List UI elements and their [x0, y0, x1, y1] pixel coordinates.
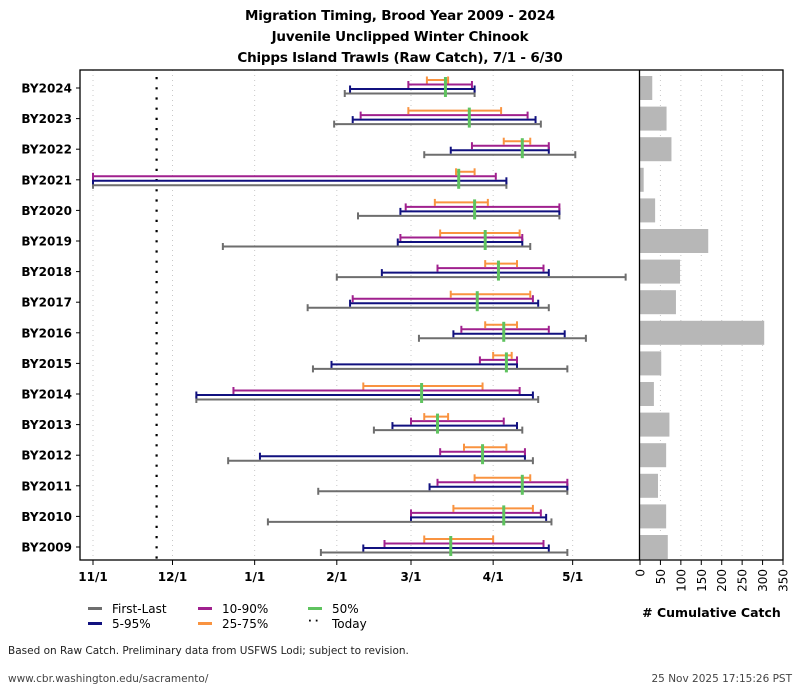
- catch-bar-by2009: [640, 535, 668, 559]
- cumulative-catch-bars: [640, 76, 765, 559]
- legend-label: 10-90%: [222, 602, 269, 616]
- p5-95-swatch: [88, 622, 102, 625]
- x-tick-label: 4/1: [483, 570, 504, 584]
- data-source-note: Based on Raw Catch. Preliminary data fro…: [8, 645, 409, 657]
- y-tick-label: BY2009: [21, 541, 72, 555]
- bar-x-tick-label: 100: [674, 569, 688, 592]
- legend-item-5-95: 5-95%: [88, 617, 151, 632]
- timing-row-by2012: [227, 443, 534, 465]
- axes: BY2024 BY2023 BY2022 BY2021 BY2020 BY2019 BY20…: [21, 69, 791, 620]
- catch-bar-by2012: [640, 443, 667, 468]
- y-tick-label: BY2013: [21, 418, 72, 432]
- timing-row-by2016: [417, 321, 587, 342]
- timing-row-by2011: [317, 474, 569, 495]
- legend-label: Today: [332, 617, 367, 631]
- y-tick-label: BY2011: [21, 479, 72, 493]
- timing-row-by2009: [319, 535, 569, 556]
- legend-item-median: 50%: [308, 602, 359, 617]
- legend-item-first-last: First-Last: [88, 602, 167, 617]
- chart-subtitle: Juvenile Unclipped Winter Chinook: [271, 29, 529, 45]
- chart-subtitle-location: Chipps Island Trawls (Raw Catch), 7/1 - …: [237, 50, 563, 66]
- p25-75-swatch: [198, 622, 212, 625]
- timing-row-by2022: [423, 137, 577, 159]
- bar-x-axis-title: # Cumulative Catch: [642, 605, 781, 620]
- x-tick-label: 3/1: [400, 570, 421, 584]
- bar-x-tick-label: 0: [634, 569, 648, 577]
- catch-bar-by2015: [640, 351, 662, 376]
- legend-label: 5-95%: [112, 617, 151, 631]
- legend-item-25-75: 25-75%: [198, 617, 268, 632]
- bar-x-tick-label: 50: [654, 569, 668, 584]
- catch-bar-by2017: [640, 290, 676, 315]
- y-tick-label: BY2016: [21, 326, 72, 340]
- timing-row-by2020: [357, 198, 561, 220]
- timing-ranges: [92, 76, 627, 556]
- x-tick-label: 11/1: [78, 570, 107, 584]
- catch-bar-by2011: [640, 473, 658, 498]
- timing-row-by2019: [221, 229, 532, 250]
- timing-row-by2013: [372, 413, 524, 434]
- x-tick-label: 2/1: [326, 570, 347, 584]
- timing-row-by2014: [195, 382, 540, 403]
- bar-x-tick-label: 350: [777, 569, 791, 592]
- y-tick-label: BY2017: [21, 296, 72, 310]
- median-swatch: [308, 607, 322, 610]
- catch-bar-by2010: [640, 504, 667, 529]
- bar-x-tick-label: 200: [715, 569, 729, 592]
- catch-bar-by2019: [640, 229, 709, 253]
- y-tick-label: BY2023: [21, 112, 72, 126]
- catch-bar-by2016: [640, 320, 765, 345]
- generated-timestamp: 25 Nov 2025 17:15:26 PST: [651, 673, 793, 685]
- x-tick-label: 1/1: [244, 570, 265, 584]
- timing-row-by2010: [266, 504, 553, 526]
- grid-layer: [92, 70, 784, 560]
- legend-item-today: ·· Today: [308, 616, 367, 632]
- y-tick-label: BY2022: [21, 143, 72, 157]
- legend-item-10-90: 10-90%: [198, 602, 268, 617]
- first-last-swatch: [88, 607, 102, 610]
- y-tick-label: BY2018: [21, 265, 72, 279]
- catch-bar-by2013: [640, 412, 670, 437]
- bar-x-tick-label: 250: [736, 569, 750, 592]
- x-tick-label: 12/1: [158, 570, 187, 584]
- plot-frame: [79, 69, 784, 561]
- timing-row-by2021: [92, 168, 508, 189]
- y-tick-label: BY2019: [21, 235, 72, 249]
- timing-row-by2018: [335, 260, 627, 281]
- catch-bar-by2018: [640, 259, 681, 284]
- timing-row-by2015: [311, 351, 569, 373]
- legend-label: 25-75%: [222, 617, 269, 631]
- catch-bar-by2023: [640, 106, 667, 131]
- y-tick-label: BY2024: [21, 82, 72, 96]
- timing-row-by2017: [306, 290, 550, 312]
- catch-bar-by2020: [640, 198, 656, 223]
- catch-bar-by2022: [640, 137, 672, 162]
- site-url-link[interactable]: www.cbr.washington.edu/sacramento/: [8, 673, 209, 685]
- timing-row-by2023: [333, 107, 542, 128]
- y-tick-label: BY2012: [21, 449, 72, 463]
- y-tick-label: BY2020: [21, 204, 72, 218]
- today-dots-icon: ··: [308, 616, 322, 627]
- catch-bar-by2021: [640, 167, 644, 192]
- catch-bar-by2024: [640, 76, 653, 100]
- bar-x-tick-label: 150: [695, 569, 709, 592]
- y-tick-label: BY2010: [21, 510, 72, 524]
- y-tick-label: BY2021: [21, 173, 72, 187]
- chart-title: Migration Timing, Brood Year 2009 - 2024: [245, 8, 555, 24]
- x-tick-label: 5/1: [562, 570, 583, 584]
- legend-label: 50%: [332, 602, 359, 616]
- y-tick-label: BY2014: [21, 388, 72, 402]
- p10-90-swatch: [198, 607, 212, 610]
- y-tick-label: BY2015: [21, 357, 72, 371]
- timing-row-by2024: [343, 76, 476, 97]
- bar-x-tick-label: 300: [756, 569, 770, 592]
- legend-label: First-Last: [112, 602, 167, 616]
- catch-bar-by2014: [640, 382, 654, 406]
